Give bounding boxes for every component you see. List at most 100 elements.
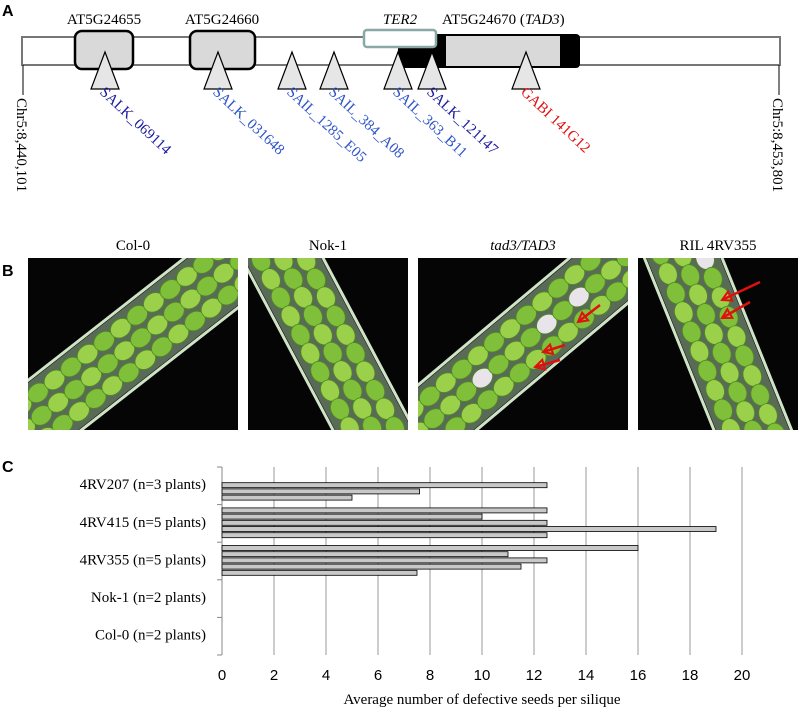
x-tick-label: 18 bbox=[682, 667, 699, 684]
seed bbox=[273, 209, 299, 237]
x-tick-label: 6 bbox=[374, 667, 382, 684]
seed bbox=[750, 494, 775, 521]
panel-label: B bbox=[2, 263, 14, 280]
sample-label: Nok-1 bbox=[309, 238, 347, 254]
seed bbox=[742, 474, 767, 501]
seed bbox=[351, 436, 379, 464]
seed bbox=[640, 221, 665, 248]
seed bbox=[379, 450, 405, 478]
arrow bbox=[542, 343, 566, 354]
gene-label: TER2 bbox=[383, 12, 418, 28]
seed bbox=[0, 427, 23, 455]
gene-label: AT5G24670 (TAD3) bbox=[442, 12, 565, 28]
gene-label-part: AT5G24670 ( bbox=[442, 12, 525, 28]
silique-edge bbox=[638, 258, 798, 430]
gene-label-part: TAD3 bbox=[525, 12, 560, 28]
seed bbox=[276, 208, 304, 236]
seed bbox=[645, 216, 673, 244]
silique bbox=[0, 208, 308, 464]
seed bbox=[621, 268, 628, 289]
arrow bbox=[534, 358, 561, 369]
insertion-triangle bbox=[319, 50, 349, 90]
seed bbox=[764, 476, 789, 503]
seed bbox=[192, 258, 215, 274]
sample-label: RIL 4RV355 bbox=[680, 238, 757, 254]
x-tick-label: 2 bbox=[270, 667, 278, 684]
seed bbox=[795, 498, 800, 525]
seed bbox=[264, 191, 290, 219]
seed bbox=[243, 233, 271, 261]
insertion-triangle bbox=[90, 50, 120, 90]
arrow bbox=[721, 300, 751, 320]
arrow-head bbox=[533, 357, 547, 371]
insertion-triangle bbox=[511, 50, 541, 90]
x-tick-label: 16 bbox=[630, 667, 647, 684]
bar bbox=[221, 482, 548, 489]
seed bbox=[393, 453, 421, 481]
x-tick-label: 4 bbox=[322, 667, 330, 684]
seed bbox=[238, 228, 264, 256]
arrow-head bbox=[576, 310, 591, 324]
seed bbox=[758, 513, 783, 540]
seed bbox=[625, 207, 653, 235]
seed bbox=[388, 432, 416, 460]
seed bbox=[251, 209, 277, 237]
seed bbox=[254, 172, 280, 200]
bar bbox=[221, 488, 421, 495]
seed bbox=[661, 167, 686, 194]
seed bbox=[259, 221, 287, 249]
seed bbox=[15, 436, 43, 464]
seed bbox=[244, 154, 270, 182]
bar bbox=[221, 526, 717, 532]
seed bbox=[609, 220, 637, 248]
seed bbox=[638, 164, 663, 191]
sample-label: Col-0 bbox=[116, 238, 150, 254]
arrow-head bbox=[720, 307, 735, 320]
gene-exon bbox=[446, 36, 560, 66]
bar bbox=[221, 513, 483, 520]
coordinate-label: Chr5:8,440,101 bbox=[13, 98, 29, 192]
y-tick-label: 4RV207 (n=3 plants) bbox=[80, 477, 206, 493]
silique bbox=[218, 154, 418, 478]
gene-map: AT5G24655 AT5G24660 TER2 AT5G24670 (TAD3… bbox=[13, 12, 785, 192]
insertion-triangle bbox=[383, 50, 413, 90]
seed bbox=[218, 191, 244, 219]
seed bbox=[283, 228, 309, 256]
seed bbox=[787, 479, 800, 506]
seed bbox=[385, 416, 405, 430]
seed bbox=[0, 405, 19, 433]
seed bbox=[743, 420, 763, 430]
seed bbox=[653, 148, 678, 175]
seed bbox=[726, 435, 751, 462]
seed bbox=[229, 258, 238, 271]
bar bbox=[221, 557, 548, 564]
gene-label: AT5G24660 bbox=[185, 12, 259, 28]
y-tick-label: 4RV415 (n=5 plants) bbox=[80, 515, 206, 531]
x-tick-label: 20 bbox=[734, 667, 751, 684]
arrow bbox=[721, 280, 761, 302]
seed bbox=[661, 202, 689, 230]
bar bbox=[221, 563, 522, 570]
bar bbox=[221, 551, 509, 558]
seed bbox=[0, 418, 3, 446]
seed bbox=[579, 258, 602, 272]
seed bbox=[369, 432, 395, 460]
seed bbox=[632, 202, 657, 229]
seed bbox=[280, 230, 308, 258]
x-tick-label: 10 bbox=[474, 667, 491, 684]
seed bbox=[228, 210, 254, 238]
seed bbox=[646, 184, 671, 211]
seed bbox=[339, 416, 360, 430]
seed bbox=[766, 422, 786, 430]
seed bbox=[677, 206, 702, 233]
bar bbox=[221, 532, 548, 539]
bar bbox=[221, 569, 418, 576]
seed bbox=[392, 432, 418, 460]
insertion-label: GABI 141G12 bbox=[517, 84, 593, 156]
insertion-triangle bbox=[203, 50, 233, 90]
y-tick-label: 4RV355 (n=5 plants) bbox=[80, 552, 206, 568]
silique-edge bbox=[248, 258, 408, 430]
silique-edge bbox=[418, 258, 628, 430]
seed bbox=[222, 224, 250, 252]
y-tick-label: Nok-1 (n=2 plants) bbox=[91, 590, 206, 606]
